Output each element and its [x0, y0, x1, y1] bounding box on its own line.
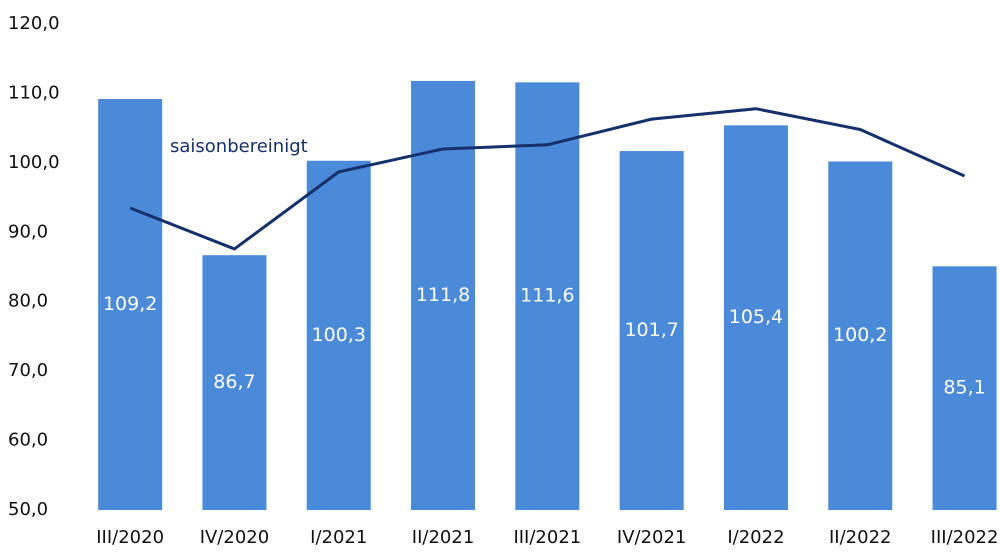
y-tick-label: 60,0	[8, 430, 48, 451]
x-tick-label: III/2021	[513, 527, 581, 548]
data-label: 105,4	[729, 306, 783, 328]
bar	[306, 160, 371, 510]
bar	[619, 151, 684, 510]
line-annotation: saisonbereinigt	[170, 136, 308, 157]
x-tick-label: II/2022	[829, 527, 892, 548]
y-tick-label: 90,0	[8, 221, 48, 242]
bar	[515, 82, 580, 510]
y-tick-label: 50,0	[8, 499, 48, 520]
y-tick-label: 100,0	[8, 152, 60, 173]
bar	[932, 266, 997, 510]
data-label: 100,2	[833, 324, 887, 346]
x-tick-label: IV/2021	[617, 527, 687, 548]
x-tick-label: III/2022	[931, 527, 999, 548]
bar	[723, 125, 788, 510]
x-tick-label: I/2021	[310, 527, 367, 548]
x-tick-label: III/2020	[96, 527, 164, 548]
x-tick-label: IV/2020	[200, 527, 270, 548]
x-tick-label: II/2021	[412, 527, 475, 548]
bar	[98, 98, 163, 511]
data-label: 101,7	[624, 319, 678, 341]
line	[129, 107, 966, 251]
y-tick-label: 120,0	[8, 13, 60, 34]
data-label: 109,2	[103, 293, 157, 315]
y-tick-label: 110,0	[8, 82, 60, 103]
y-tick-label: 80,0	[8, 291, 48, 312]
bar	[202, 255, 267, 510]
data-label: 85,1	[943, 377, 985, 399]
data-label: 111,6	[520, 285, 574, 307]
x-tick-label: I/2022	[727, 527, 784, 548]
bar	[828, 161, 893, 510]
data-label: 111,8	[416, 284, 470, 306]
y-tick-label: 70,0	[8, 360, 48, 381]
data-label: 86,7	[213, 371, 255, 393]
data-label: 100,3	[312, 324, 366, 346]
